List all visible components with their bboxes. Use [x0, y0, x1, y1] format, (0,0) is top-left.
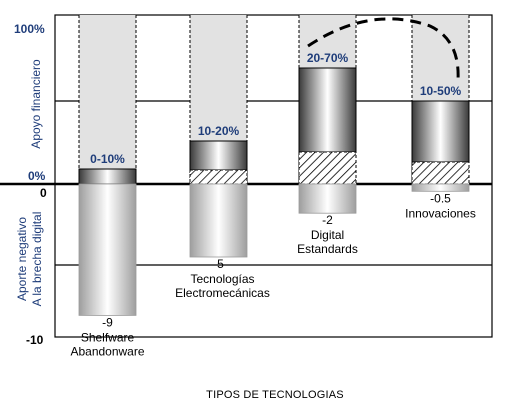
cat-4-financial-hatch: [411, 161, 470, 185]
cat-4-financial-bar: [411, 100, 470, 163]
cat-3-name-line-2: Estandards: [297, 242, 358, 256]
cat-4-gap-label: -0.5: [430, 191, 451, 205]
cat-2-financial-label: 10-20%: [198, 124, 240, 138]
cat-1-band: [79, 15, 136, 184]
y-tick-minus10: -10: [26, 333, 44, 347]
cat-2-gap-label: -5: [213, 257, 224, 271]
cat-2-gap-bar: [189, 183, 248, 258]
cat-3-financial-hatch: [298, 151, 357, 185]
y-axis-label-bottom-1: Aporte negativo: [15, 217, 29, 301]
y-axis-label-bottom-2: A la brecha digital: [30, 212, 44, 307]
cat-3-name-line-1: Digital: [311, 228, 344, 242]
x-axis-title: TIPOS DE TECNOLOGIAS: [206, 389, 344, 401]
cat-1-name-line-1: Shelfware: [81, 330, 135, 344]
y-tick-0pct: 0%: [28, 169, 46, 183]
arc-dashed-curve: [307, 17, 460, 81]
cat-2-name-line-2: Electromecánicas: [175, 286, 270, 300]
cat-2-financial-hatch: [189, 169, 248, 185]
y-axis-label-top: Apoyo financiero: [29, 59, 43, 149]
cat-1-gap-bar: [78, 183, 137, 316]
cat-1-gap-label: -9: [102, 315, 113, 329]
cat-2-financial-bar: [189, 140, 248, 171]
y-tick-100: 100%: [14, 22, 45, 36]
y-tick-0: 0: [40, 186, 47, 200]
cat-1-financial-bar: [78, 168, 137, 185]
cat-3-gap-bar: [298, 183, 357, 214]
cat-1-name-line-2: Abandonware: [70, 344, 144, 358]
cat-2-name-line-1: Tecnologías: [190, 272, 254, 286]
cat-1-financial-label: 0-10%: [90, 152, 125, 166]
cat-4-gap-bar: [411, 183, 470, 192]
cat-3-financial-bar: [298, 67, 357, 153]
cat-4-name-line-1: Innovaciones: [405, 206, 476, 220]
cat-4-financial-label: 10-50%: [420, 84, 462, 98]
cat-3-financial-label: 20-70%: [307, 51, 349, 65]
cat-3-gap-label: -2: [322, 213, 333, 227]
